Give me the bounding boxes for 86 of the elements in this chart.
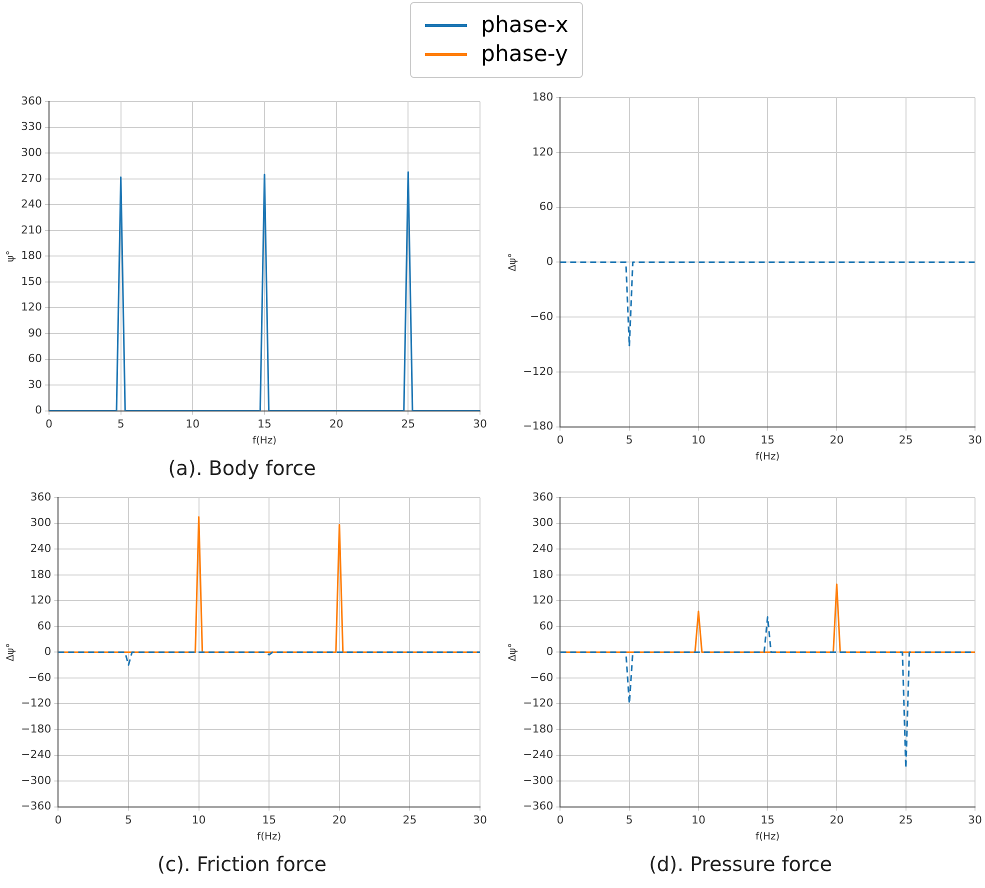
- y-tick-label: −120: [20, 696, 52, 710]
- y-axis-title: Δψ°: [508, 642, 519, 662]
- y-tick-label: 330: [20, 120, 42, 134]
- text: (c). Friction force: [157, 852, 327, 876]
- legend-label: phase-x: [481, 13, 568, 38]
- x-tick-label: 20: [830, 813, 844, 826]
- x-tick-label: 5: [626, 813, 633, 826]
- y-tick-label: 300: [532, 516, 554, 530]
- x-tick-label: 30: [968, 433, 982, 446]
- y-tick-label: 60: [37, 619, 52, 632]
- y-tick-label: 150: [20, 274, 42, 288]
- y-tick-label: 60: [539, 619, 554, 632]
- x-tick-label: 30: [473, 813, 487, 826]
- x-tick-label: 15: [760, 433, 775, 446]
- x-tick-label: 10: [192, 813, 206, 826]
- x-tick-label: 20: [329, 417, 344, 430]
- y-tick-label: 360: [532, 490, 554, 504]
- x-axis-title: f(Hz): [257, 832, 282, 843]
- y-tick-label: 0: [44, 645, 52, 658]
- y-tick-label: −300: [522, 774, 554, 787]
- y-tick-label: 210: [20, 223, 42, 236]
- x-tick-label: 0: [556, 433, 564, 446]
- y-tick-label: 240: [20, 198, 42, 211]
- x-tick-label: 10: [691, 813, 706, 826]
- y-axis-title: Δψ°: [508, 252, 519, 272]
- x-tick-label: 0: [54, 813, 62, 826]
- y-tick-label: 120: [532, 594, 554, 607]
- y-tick-label: 0: [34, 404, 42, 417]
- x-tick-label: 30: [473, 417, 487, 430]
- x-tick-label: 15: [262, 813, 276, 826]
- x-tick-label: 10: [691, 433, 706, 446]
- y-axis-title: Δψ°: [6, 642, 17, 662]
- x-tick-label: 25: [898, 433, 913, 446]
- y-tick-label: 0: [546, 645, 554, 658]
- legend-label: phase-y: [481, 42, 568, 67]
- y-tick-label: 120: [20, 300, 42, 314]
- y-tick-label: −180: [20, 722, 52, 736]
- y-tick-label: 90: [28, 326, 42, 340]
- x-tick-label: 25: [402, 813, 417, 826]
- y-tick-label: −300: [20, 774, 52, 787]
- y-tick-label: 300: [30, 516, 52, 530]
- x-tick-label: 20: [830, 433, 844, 446]
- y-tick-label: 360: [20, 94, 42, 108]
- y-tick-label: 60: [28, 352, 42, 366]
- x-tick-label: 0: [556, 813, 564, 826]
- y-tick-label: 0: [546, 255, 554, 268]
- x-tick-label: 25: [401, 417, 416, 430]
- y-tick-label: 240: [30, 542, 52, 555]
- y-tick-label: −180: [522, 420, 554, 433]
- y-tick-label: −60: [530, 310, 554, 323]
- y-tick-label: 180: [20, 249, 42, 262]
- y-tick-label: 180: [532, 568, 554, 581]
- x-tick-label: 5: [626, 433, 633, 446]
- y-tick-label: −360: [522, 800, 554, 813]
- x-axis-title: f(Hz): [756, 832, 780, 843]
- text: (d). Pressure force: [648, 852, 832, 876]
- y-tick-label: 240: [532, 542, 554, 555]
- x-tick-label: 20: [332, 813, 346, 826]
- y-tick-label: −240: [20, 748, 52, 762]
- y-tick-label: −60: [530, 670, 554, 684]
- x-tick-label: 10: [186, 417, 200, 430]
- x-tick-label: 25: [898, 813, 913, 826]
- y-tick-label: 270: [20, 172, 42, 185]
- y-tick-label: 300: [20, 146, 42, 159]
- y-tick-label: 180: [532, 90, 554, 104]
- text: (a). Body force: [168, 456, 316, 480]
- x-tick-label: 30: [968, 813, 982, 826]
- y-tick-label: 60: [539, 200, 554, 214]
- y-tick-label: −180: [522, 722, 554, 736]
- y-tick-label: 360: [30, 490, 52, 504]
- y-tick-label: −240: [522, 748, 554, 762]
- x-axis-title: f(Hz): [756, 452, 780, 463]
- x-tick-label: 15: [760, 813, 775, 826]
- y-tick-label: 120: [30, 594, 52, 607]
- y-tick-label: 180: [30, 568, 52, 581]
- x-tick-label: 15: [258, 417, 272, 430]
- y-tick-label: −360: [20, 800, 52, 813]
- y-tick-label: 120: [532, 145, 554, 158]
- y-tick-label: 30: [28, 378, 42, 391]
- y-tick-label: −120: [522, 364, 554, 378]
- x-tick-label: 5: [117, 417, 124, 430]
- y-tick-label: −60: [28, 670, 52, 684]
- x-axis-title: f(Hz): [252, 436, 277, 447]
- y-axis-title: ψ°: [6, 250, 17, 262]
- y-tick-label: −120: [522, 696, 554, 710]
- x-tick-label: 5: [125, 813, 132, 826]
